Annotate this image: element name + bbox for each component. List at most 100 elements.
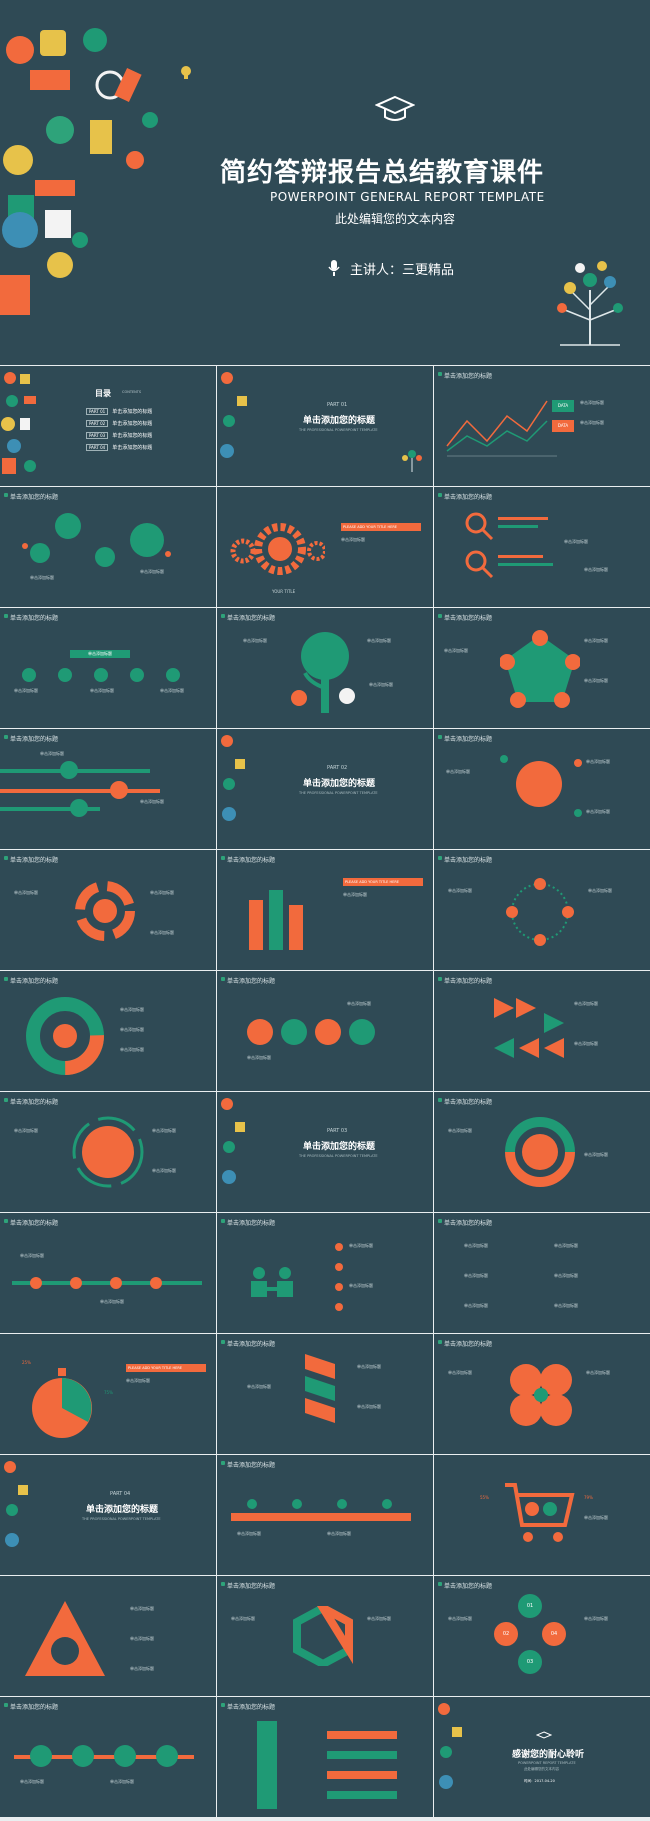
title-icon (221, 977, 225, 981)
line-chart-graphic (446, 400, 557, 457)
slide-number-circles[interactable]: 单击添加您的标题 01 02 03 04 单击添加标题 单击添加标题 (434, 1576, 650, 1696)
lightbulb-icon (181, 66, 191, 79)
title-icon (4, 735, 8, 739)
title-icon (438, 372, 442, 376)
slide-pentagon[interactable]: 单击添加您的标题 单击添加标题 单击添加标题 单击添加标题 (434, 608, 650, 728)
title-icon (221, 1582, 225, 1586)
slide-petal-icons[interactable]: 单击添加您的标题 单击添加标题 单击添加标题 (217, 971, 433, 1091)
slide-ring-cycle[interactable]: 单击添加您的标题 单击添加标题 单击添加标题 单击添加标题 (0, 850, 216, 970)
cover-slide[interactable]: 简约答辩报告总结教育课件 POWERPOINT GENERAL REPORT T… (0, 0, 650, 365)
title-icon (438, 856, 442, 860)
title-icon (438, 1340, 442, 1344)
slide-pipelines[interactable]: 单击添加您的标题 单击添加标题 单击添加标题 (0, 729, 216, 849)
title-icon (221, 614, 225, 618)
slide-arrow-timeline[interactable]: 单击添加您的标题 单击添加标题 单击添加标题 (217, 1455, 433, 1575)
slide-line-chart[interactable]: 单击添加您的标题 DATA DATA 单击添加标题 单击添加标题 (434, 366, 650, 486)
slide-chevron-tabs[interactable]: 单击添加您的标题 单击添加标题 单击添加标题 单击添加标题 (217, 1334, 433, 1454)
slide-ending[interactable]: 感谢您的耐心聆听 POWERPOINT REPORT TEMPLATE 此处编辑… (434, 1697, 650, 1817)
slide-hexagon[interactable]: 单击添加您的标题 单击添加标题 单击添加标题 (217, 1576, 433, 1696)
timeline-node (72, 1745, 94, 1767)
timeline-node (247, 1499, 257, 1509)
node (60, 761, 78, 779)
toc-item[interactable]: PART 03 单击添加您的标题 (86, 432, 152, 439)
toc-item[interactable]: PART 02 单击添加您的标题 (86, 420, 152, 427)
number-circle: 03 (518, 1650, 542, 1674)
title-icon (221, 1340, 225, 1344)
dot (335, 1243, 343, 1251)
timeline-node (110, 1277, 122, 1289)
slide-ring-orange[interactable]: 单击添加您的标题 单击添加标题 单击添加标题 单击添加标题 (0, 1092, 216, 1212)
heading-banner: 单击添加标题 (70, 650, 130, 658)
slide-icon-row[interactable]: 单击添加您的标题 单击添加标题 单击添加标题 单击添加标题 单击添加标题 (0, 608, 216, 728)
graduation-cap-icon (536, 1731, 552, 1739)
number-circle: 02 (494, 1622, 518, 1646)
slide-flower[interactable]: 单击添加您的标题 单击添加标题 单击添加标题 (434, 1334, 650, 1454)
segment-ring (26, 997, 104, 1075)
bar (289, 905, 303, 950)
bar (249, 900, 263, 950)
arrow-bar (327, 1771, 397, 1779)
timeline-node (150, 1277, 162, 1289)
pipeline (0, 807, 100, 811)
part-title: 单击添加您的标题 (303, 416, 376, 426)
slide-people-circle[interactable]: 单击添加您的标题 单击添加标题 单击添加标题 单击添加标题 (434, 729, 650, 849)
number-circle: 01 (518, 1594, 542, 1618)
slide-part-01[interactable]: PART 01 单击添加您的标题 THE PROFESSIONAL POWERP… (217, 366, 433, 486)
slide-part-03[interactable]: PART 03 单击添加您的标题 THE PROFESSIONAL POWERP… (217, 1092, 433, 1212)
dot (22, 543, 28, 549)
title-icon (4, 977, 8, 981)
dot (574, 809, 582, 817)
bar (269, 890, 283, 950)
tree-icon (291, 632, 355, 713)
dot (335, 1263, 343, 1271)
cover-title: 简约答辩报告总结教育课件 (220, 158, 545, 188)
slide-triangle[interactable]: 单击添加标题 单击添加标题 单击添加标题 (0, 1576, 216, 1696)
title-icon (438, 977, 442, 981)
slide-part-02[interactable]: PART 02 单击添加您的标题 THE PROFESSIONAL POWERP… (217, 729, 433, 849)
slide-meeting[interactable]: 单击添加您的标题 单击添加标题 单击添加标题 (217, 1213, 433, 1333)
slide-swirl[interactable]: 单击添加您的标题 单击添加标题 单击添加标题 (434, 1092, 650, 1212)
node (70, 799, 88, 817)
arrow-timeline (231, 1513, 411, 1521)
timeline-node (292, 1499, 302, 1509)
mail-icon (247, 1019, 273, 1045)
slide-icon-list[interactable]: 单击添加您的标题 单击添加标题 单击添加标题 单击添加标题 单击添加标题 单击添… (434, 1213, 650, 1333)
slide-dotted-ring[interactable]: 单击添加您的标题 单击添加标题 单击添加标题 (434, 850, 650, 970)
bubble (130, 523, 164, 557)
slide-segment-ring[interactable]: 单击添加您的标题 单击添加标题 单击添加标题 单击添加标题 (0, 971, 216, 1091)
slide-bar-chart[interactable]: 单击添加您的标题 PLEASE ADD YOUR TITLE HERE 单击添加… (217, 850, 433, 970)
search-icon (465, 550, 494, 579)
timeline-node (337, 1499, 347, 1509)
icon-circle (94, 668, 108, 682)
title-icon (221, 1219, 225, 1223)
slide-arrows[interactable]: 单击添加您的标题 单击添加标题 单击添加标题 (434, 971, 650, 1091)
part-title: 单击添加您的标题 (86, 1505, 159, 1515)
timeline-node (30, 1277, 42, 1289)
progress-bar (498, 563, 553, 566)
slide-stopwatch[interactable]: 25% 75% PLEASE ADD YOUR TITLE HERE 单击添加标… (0, 1334, 216, 1454)
toc-item[interactable]: PART 01 单击添加您的标题 (86, 408, 152, 415)
globe-icon (349, 1019, 375, 1045)
title-icon (438, 1582, 442, 1586)
slide-part-04[interactable]: PART 04 单击添加您的标题 THE PROFESSIONAL POWERP… (0, 1455, 216, 1575)
slide-toc[interactable]: 目录 CONTENTS PART 01 单击添加您的标题 PART 02 单击添… (0, 366, 216, 486)
cover-subtitle: POWERPOINT GENERAL REPORT TEMPLATE (270, 190, 545, 204)
slide-bubbles[interactable]: 单击添加您的标题 单击添加标题 单击添加标题 (0, 487, 216, 607)
tree-icon (557, 261, 623, 346)
icons-cluster-small (438, 1703, 462, 1789)
part-title: 单击添加您的标题 (303, 779, 376, 789)
slide-tree[interactable]: 单击添加您的标题 单击添加标题 单击添加标题 单击添加标题 (217, 608, 433, 728)
chevron-tabs (305, 1354, 335, 1423)
slide-cart[interactable]: 55% 79% 单击添加标题 (434, 1455, 650, 1575)
toc-item[interactable]: PART 04 单击添加您的标题 (86, 444, 152, 451)
flower-graphic (510, 1364, 572, 1426)
slide-circle-timeline[interactable]: 单击添加您的标题 单击添加标题 单击添加标题 (0, 1697, 216, 1817)
slide-magnifiers[interactable]: 单击添加您的标题 单击添加标题 单击添加标题 (434, 487, 650, 607)
arrow-bar (327, 1751, 397, 1759)
slide-gears[interactable]: PLEASE ADD YOUR TITLE HERE 单击添加标题 YOUR T… (217, 487, 433, 607)
microphone-icon (328, 260, 340, 276)
slide-icon-arrows[interactable]: 单击添加您的标题 (217, 1697, 433, 1817)
ending-title: 感谢您的耐心聆听 (512, 1750, 585, 1760)
pentagon-graphic (500, 630, 580, 708)
slide-timeline[interactable]: 单击添加您的标题 单击添加标题 单击添加标题 (0, 1213, 216, 1333)
